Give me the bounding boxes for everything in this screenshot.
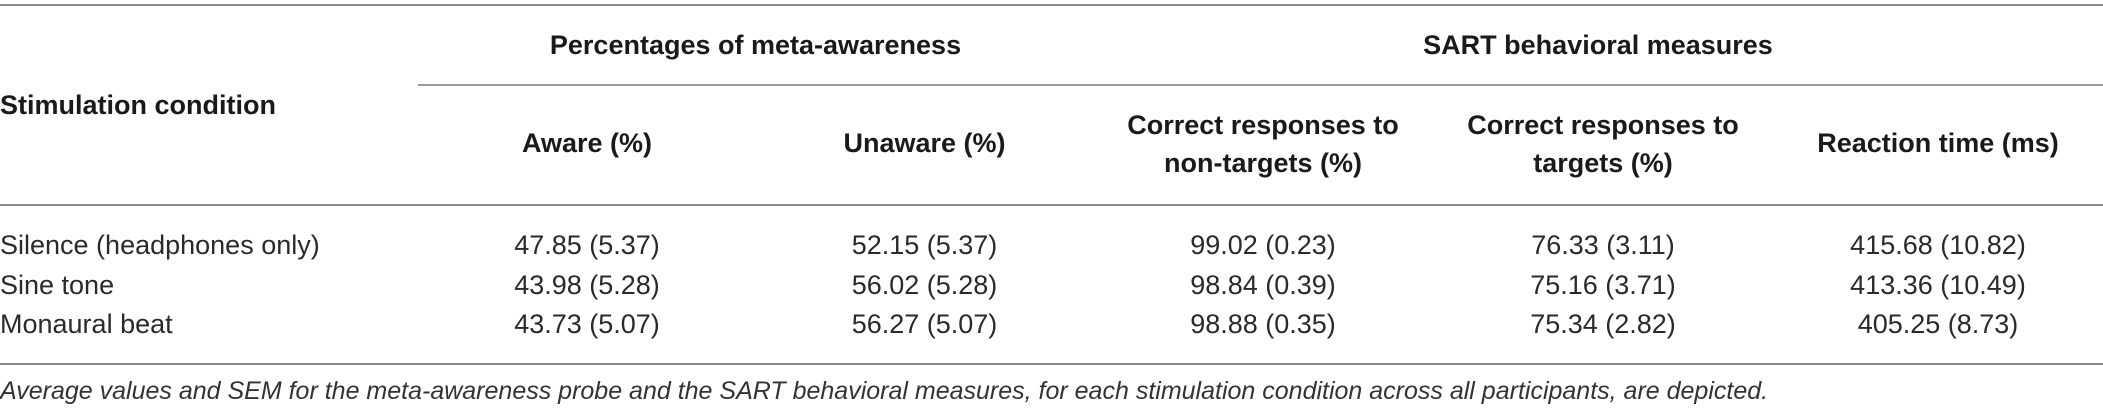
column-header-aware: Aware (%) [521,128,653,158]
table-cell: 76.33 (3.11) [1531,230,1675,260]
group-header-sart: SART behavioral measures [1423,30,1773,60]
table-cell: 56.27 (5.07) [851,309,998,339]
row-condition-label: Monaural beat [0,309,173,339]
column-header-line: targets (%) [1533,148,1673,178]
table-caption: Average values and SEM for the meta-awar… [0,377,1769,405]
table-cell: 413.36 (10.49) [1850,270,2026,300]
column-header-line: Correct responses to [1467,110,1739,140]
group-header-meta-awareness: Percentages of meta-awareness [549,30,962,60]
table-cell: 75.34 (2.82) [1530,309,1676,339]
row-header-label: Stimulation condition [0,90,276,120]
table-cell: 75.16 (3.71) [1530,270,1676,300]
column-header-unaware: Unaware (%) [843,128,1006,158]
column-header-line: non-targets (%) [1164,148,1362,178]
table-cell: 56.02 (5.28) [851,270,998,300]
column-header-line: Correct responses to [1127,110,1399,140]
table-cell: 47.85 (5.37) [514,230,660,260]
table-cell: 52.15 (5.37) [851,230,998,260]
column-header-correct-targets: Correct responses to targets (%) [1433,106,1773,182]
table-header-rule [0,204,2103,206]
row-condition-label: Sine tone [0,270,115,300]
column-header-correct-nontargets: Correct responses to non-targets (%) [1093,106,1433,182]
table-bottom-rule [0,363,2103,365]
group-header-rule [418,84,2103,86]
table-cell: 98.88 (0.35) [1190,309,1336,339]
table-cell: 99.02 (0.23) [1190,230,1336,260]
table-cell: 405.25 (8.73) [1857,309,2019,339]
table-cell: 43.98 (5.28) [514,270,660,300]
table-cell: 43.73 (5.07) [514,309,660,339]
table-cell: 415.68 (10.82) [1850,230,2026,260]
table-cell: 98.84 (0.39) [1190,270,1336,300]
column-header-reaction-time: Reaction time (ms) [1817,128,2059,158]
table-top-rule [0,4,2103,6]
row-condition-label: Silence (headphones only) [0,230,320,260]
